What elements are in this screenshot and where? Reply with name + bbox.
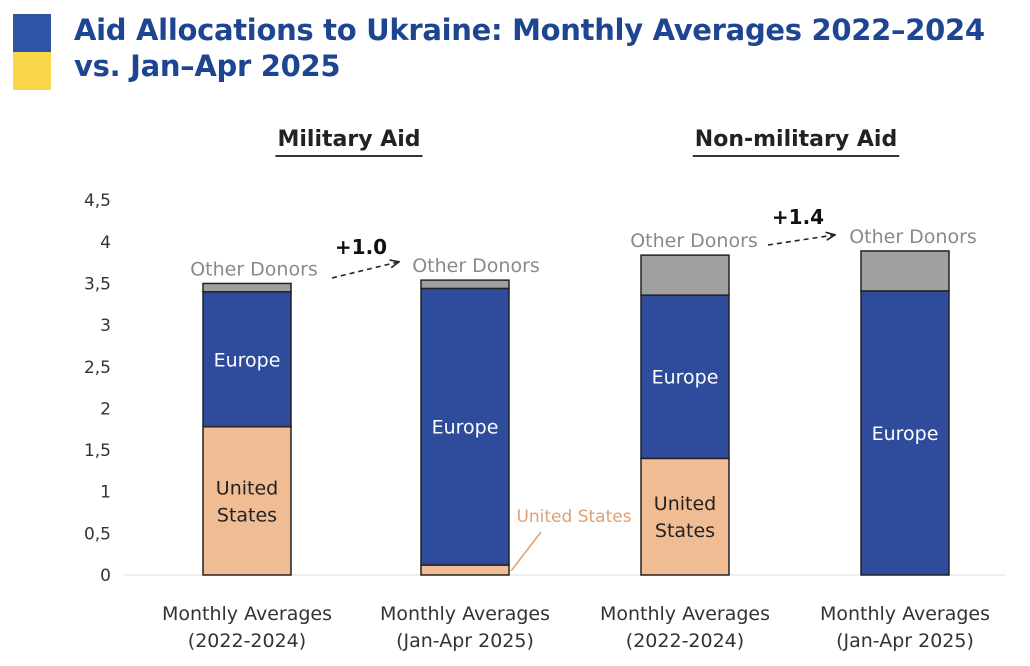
other-donors-label: Other Donors — [190, 258, 318, 280]
y-tick-label: 3 — [100, 316, 111, 336]
segment-label-us: States — [217, 504, 277, 526]
us-annotation-pointer — [510, 531, 542, 572]
y-tick-label: 4 — [100, 233, 111, 253]
bar-segment-us — [202, 425, 292, 576]
delta-arrow — [331, 262, 398, 279]
y-tick-label: 0 — [100, 566, 111, 586]
other-donors-label: Other Donors — [849, 226, 977, 248]
bar-segment-other — [640, 254, 730, 296]
x-category-label: Monthly Averages — [162, 603, 332, 625]
segment-label-us: United — [654, 493, 716, 515]
x-category-label: (Jan-Apr 2025) — [836, 630, 974, 652]
ukraine-flag-icon — [13, 14, 51, 90]
x-category-label: Monthly Averages — [600, 603, 770, 625]
y-tick-label: 1,5 — [84, 441, 111, 461]
title-line-1: Aid Allocations to Ukraine: Monthly Aver… — [74, 13, 985, 47]
x-category-label: Monthly Averages — [820, 603, 990, 625]
delta-value-label: +1.4 — [772, 205, 824, 229]
y-tick-label: 2,5 — [84, 358, 111, 378]
x-category-label: (2022-2024) — [188, 630, 306, 652]
other-donors-label: Other Donors — [630, 230, 758, 252]
segment-label-europe: Europe — [872, 423, 939, 445]
panel-title-non-military: Non-military Aid — [695, 127, 897, 152]
x-category-label: (2022-2024) — [626, 630, 744, 652]
bar-segment-us — [420, 564, 510, 576]
y-tick-label: 2 — [100, 399, 111, 419]
x-category-label: Monthly Averages — [380, 603, 550, 625]
y-tick-label: 3,5 — [84, 274, 111, 294]
bar-segment-other — [420, 279, 510, 290]
segment-label-europe: Europe — [652, 367, 719, 389]
segment-label-europe: Europe — [432, 417, 499, 439]
segment-label-europe: Europe — [214, 349, 281, 371]
bar-segment-europe — [202, 291, 292, 428]
delta-arrow — [767, 235, 834, 246]
other-donors-label: Other Donors — [412, 255, 540, 277]
bar-segment-other — [860, 250, 950, 292]
chart-title: Aid Allocations to Ukraine: Monthly Aver… — [74, 12, 1014, 84]
us-annotation-label: United States — [516, 507, 631, 527]
bar-segment-europe — [860, 290, 950, 576]
bar-segment-other — [202, 282, 292, 293]
y-tick-label: 0,5 — [84, 524, 111, 544]
segment-label-us: States — [655, 520, 715, 542]
segment-label-us: United — [216, 477, 278, 499]
flag-blue-stripe — [13, 14, 51, 52]
flag-yellow-stripe — [13, 52, 51, 90]
x-category-label: (Jan-Apr 2025) — [396, 630, 534, 652]
bar-segment-europe — [420, 287, 510, 566]
title-line-2: vs. Jan–Apr 2025 — [74, 49, 341, 83]
delta-value-label: +1.0 — [335, 235, 387, 259]
bar-segment-europe — [640, 294, 730, 460]
panel-title-military: Military Aid — [277, 127, 420, 152]
y-tick-label: 4,5 — [84, 191, 111, 211]
y-tick-label: 1 — [100, 483, 111, 503]
bar-segment-us — [640, 457, 730, 576]
